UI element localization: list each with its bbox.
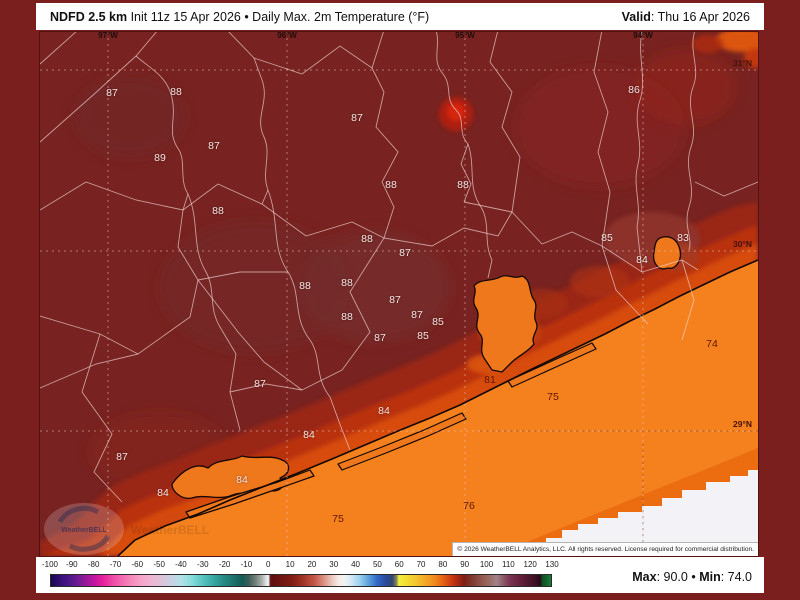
valid-time: Valid: Thu 16 Apr 2026 (622, 10, 750, 24)
colorbar-tick: -70 (109, 560, 122, 569)
colorbar-tick: -90 (66, 560, 78, 569)
colorbar-panel: -100 -90 -80 -70 -60 -50 -40 -30 -20 -10 0 10 20 30 40… (36, 557, 764, 593)
colorbar-tick: 60 (394, 560, 404, 569)
max-min-readout: Max: 90.0 • Min: 74.0 (632, 570, 752, 584)
min-value: : 74.0 (720, 570, 752, 584)
title-bar: NDFD 2.5 km Init 11z 15 Apr 2026 • Daily… (36, 3, 764, 30)
colorbar-tick: 40 (351, 560, 361, 569)
colorbar-tick: 50 (372, 560, 382, 569)
colorbar-tick: 20 (307, 560, 317, 569)
watermark-ghost-text: WeatherBELL (131, 523, 209, 537)
latlon-grid-dark (480, 430, 758, 556)
colorbar-gradient (50, 574, 552, 587)
colorbar-tick: -100 (41, 560, 59, 569)
colorbar-tick: -80 (87, 560, 100, 569)
offshore-band (492, 448, 758, 556)
maxmin-bullet: • (687, 570, 700, 584)
colorbar-tick: -20 (218, 560, 231, 569)
colorbar-tick: 130 (545, 560, 559, 569)
colorbar-tick: 80 (438, 560, 448, 569)
valid-label: Valid (621, 9, 651, 24)
galveston-bay (473, 275, 538, 373)
colorbar-tick: 10 (285, 560, 295, 569)
colorbar-tick: -30 (197, 560, 209, 569)
map-graphic: WeatherBELL WeatherBELL (40, 32, 758, 556)
valid-value: : Thu 16 Apr 2026 (650, 9, 750, 24)
map-canvas: WeatherBELL WeatherBELL 87 88 87 89 87 86 88 88… (39, 31, 759, 557)
colorbar-tick: 100 (479, 560, 494, 569)
max-value: : 90.0 (656, 570, 688, 584)
colorbar-tick: -10 (240, 560, 253, 569)
max-label: Max (632, 570, 657, 584)
colorbar-tick: -50 (153, 560, 165, 569)
colorbar-tick: 90 (460, 560, 470, 569)
min-label: Min (699, 570, 721, 584)
copyright-notice: © 2026 WeatherBELL Analytics, LLC. All r… (452, 542, 758, 556)
model-name: NDFD 2.5 km (50, 9, 128, 24)
colorbar-tick: 70 (416, 560, 426, 569)
sabine-lake (652, 236, 682, 270)
watermark-logo-text: WeatherBELL (61, 527, 107, 534)
colorbar-tick: -60 (131, 560, 144, 569)
colorbar-tick: -40 (175, 560, 187, 569)
colorbar-tick: 110 (501, 560, 515, 569)
product-title: NDFD 2.5 km Init 11z 15 Apr 2026 • Daily… (50, 10, 429, 24)
product-subtitle: Init 11z 15 Apr 2026 • Daily Max. 2m Tem… (127, 9, 430, 24)
weatherbell-watermark: WeatherBELL WeatherBELL (44, 503, 209, 555)
colorbar-tick: 120 (523, 560, 537, 569)
county-boundaries (40, 32, 758, 503)
coastline (117, 259, 758, 556)
colorbar-tick: 30 (329, 560, 339, 569)
colorbar-tick: 0 (266, 560, 271, 569)
